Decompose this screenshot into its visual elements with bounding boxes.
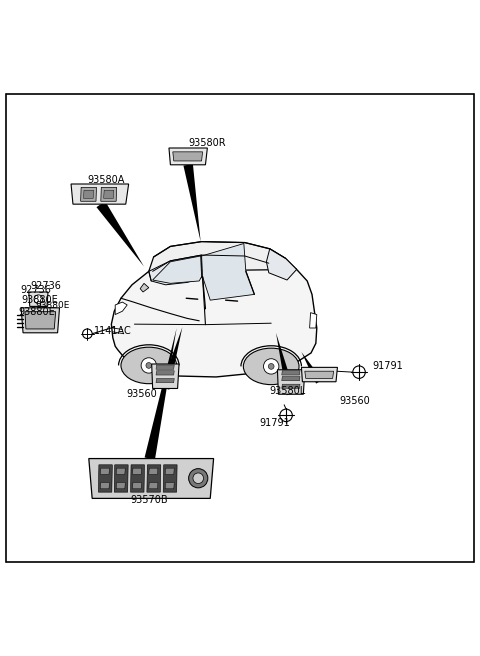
Circle shape	[193, 473, 204, 483]
Polygon shape	[202, 243, 254, 300]
Text: 92736: 92736	[20, 285, 51, 295]
Ellipse shape	[121, 347, 177, 384]
Polygon shape	[101, 188, 117, 201]
Polygon shape	[276, 333, 295, 396]
Polygon shape	[140, 283, 149, 292]
Polygon shape	[131, 465, 144, 492]
Text: 93560: 93560	[126, 389, 157, 400]
Text: 1141AC: 1141AC	[94, 327, 132, 337]
Polygon shape	[277, 370, 305, 394]
Circle shape	[264, 359, 279, 374]
Polygon shape	[310, 313, 317, 328]
Polygon shape	[149, 241, 297, 272]
Polygon shape	[282, 384, 300, 388]
Polygon shape	[149, 255, 202, 285]
Polygon shape	[25, 312, 56, 329]
Polygon shape	[165, 483, 174, 489]
Text: 93570B: 93570B	[130, 495, 168, 505]
Polygon shape	[163, 465, 177, 492]
Text: 93880E: 93880E	[18, 308, 55, 318]
Polygon shape	[301, 367, 337, 382]
Circle shape	[34, 295, 43, 304]
Circle shape	[353, 366, 365, 379]
Polygon shape	[98, 465, 112, 492]
Polygon shape	[149, 468, 158, 474]
Text: 93580A: 93580A	[88, 175, 125, 185]
Polygon shape	[152, 364, 179, 388]
Polygon shape	[266, 249, 297, 280]
Polygon shape	[156, 365, 174, 369]
Text: 92736: 92736	[31, 281, 61, 291]
Polygon shape	[149, 483, 158, 489]
Circle shape	[280, 409, 292, 422]
Circle shape	[268, 363, 274, 369]
Polygon shape	[29, 292, 48, 306]
Polygon shape	[183, 164, 201, 241]
Polygon shape	[282, 377, 300, 380]
Text: 91791: 91791	[259, 418, 290, 428]
Polygon shape	[89, 459, 214, 499]
Circle shape	[189, 468, 208, 488]
Polygon shape	[21, 308, 60, 333]
Polygon shape	[116, 468, 125, 474]
Polygon shape	[147, 465, 161, 492]
Polygon shape	[114, 465, 128, 492]
Polygon shape	[301, 352, 322, 384]
Text: 93580L: 93580L	[269, 386, 305, 396]
Polygon shape	[115, 302, 127, 315]
Polygon shape	[71, 184, 129, 204]
Polygon shape	[100, 483, 109, 489]
Circle shape	[83, 329, 92, 338]
Text: 93880E: 93880E	[36, 301, 70, 310]
Polygon shape	[161, 327, 182, 390]
Polygon shape	[104, 190, 114, 198]
Circle shape	[141, 358, 156, 373]
Polygon shape	[84, 190, 94, 198]
Polygon shape	[100, 468, 109, 474]
Text: 93560: 93560	[340, 396, 371, 406]
Polygon shape	[169, 148, 207, 165]
Polygon shape	[153, 256, 202, 283]
Polygon shape	[282, 371, 300, 375]
Polygon shape	[156, 371, 174, 375]
Text: 91791: 91791	[372, 361, 403, 371]
Polygon shape	[116, 483, 125, 489]
Text: 93880E: 93880E	[21, 295, 58, 305]
Polygon shape	[156, 379, 174, 382]
Text: 93580R: 93580R	[189, 138, 226, 148]
Polygon shape	[96, 201, 144, 266]
Ellipse shape	[243, 348, 299, 384]
Polygon shape	[144, 328, 177, 460]
Polygon shape	[165, 468, 174, 474]
Circle shape	[146, 363, 152, 368]
Polygon shape	[132, 483, 142, 489]
Polygon shape	[81, 188, 96, 201]
Polygon shape	[132, 468, 142, 474]
Polygon shape	[173, 152, 203, 161]
Polygon shape	[111, 255, 317, 377]
Polygon shape	[305, 371, 334, 379]
